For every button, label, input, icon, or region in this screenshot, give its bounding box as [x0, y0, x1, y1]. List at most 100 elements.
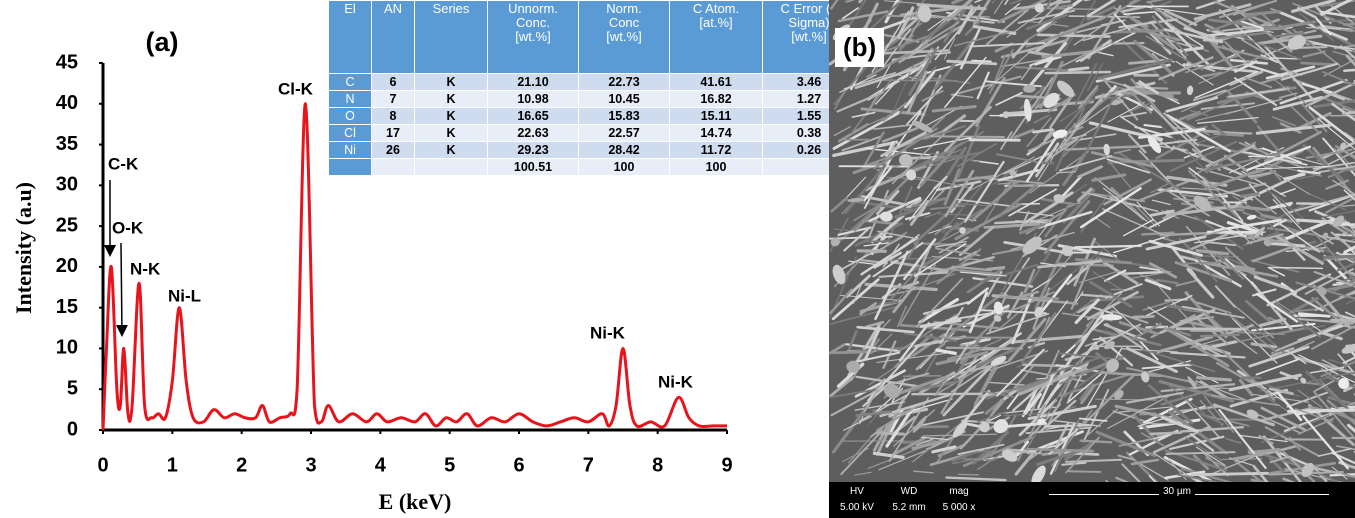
table-row: Cl17K22.6322.5714.740.38 — [329, 125, 856, 142]
sem-fiber — [963, 459, 995, 460]
table-cell: Ni — [329, 142, 372, 159]
table-cell: 16.82 — [670, 91, 763, 108]
table-cell: 22.63 — [488, 125, 579, 142]
sem-fiber — [1075, 246, 1141, 247]
sem-fiber — [1134, 316, 1154, 317]
table-cell: O — [329, 108, 372, 125]
table-cell: 100 — [670, 159, 763, 176]
x-axis-label: E (keV) — [379, 489, 452, 514]
peak-annotation: N-K — [130, 259, 161, 278]
x-tick-label: 5 — [444, 454, 455, 476]
table-cell: Cl — [329, 125, 372, 142]
y-tick-label: 25 — [56, 214, 78, 236]
header-cell: Unnorm. Conc. [wt.%] — [488, 1, 579, 74]
table-cell: 22.57 — [579, 125, 670, 142]
table-cell — [415, 159, 488, 176]
sem-fiber — [960, 345, 979, 346]
table-cell: 41.61 — [670, 74, 763, 91]
y-tick-label: 0 — [67, 418, 78, 440]
sem-fiber — [1027, 449, 1093, 451]
header-cell: AN — [372, 1, 415, 74]
header-cell: Series — [415, 1, 488, 74]
sem-fiber — [1151, 433, 1181, 434]
table-cell: K — [415, 108, 488, 125]
table-cell: C — [329, 74, 372, 91]
y-tick-label: 10 — [56, 337, 78, 359]
x-tick-label: 3 — [305, 454, 316, 476]
table-row: 100.51100100 — [329, 159, 856, 176]
sem-fiber — [1109, 160, 1183, 162]
sem-image — [829, 0, 1355, 482]
table-cell: 26 — [372, 142, 415, 159]
y-tick-label: 40 — [56, 92, 78, 114]
table-cell: K — [415, 91, 488, 108]
table-cell: N — [329, 91, 372, 108]
sem-fiber — [1270, 267, 1323, 268]
peak-annotation: Ni-L — [168, 286, 201, 305]
table-row: O8K16.6515.8315.111.55 — [329, 108, 856, 125]
sem-fiber — [1069, 471, 1101, 472]
sem-fiber — [1300, 47, 1327, 48]
y-tick-label: 15 — [56, 296, 78, 318]
sem-fiber — [833, 352, 868, 353]
table-row: C6K21.1022.7341.613.46 — [329, 74, 856, 91]
sem-fiber — [1332, 320, 1355, 321]
sem-fiber — [1302, 63, 1334, 65]
x-tick-label: 0 — [97, 454, 108, 476]
table-cell: 21.10 — [488, 74, 579, 91]
table-cell: 29.23 — [488, 142, 579, 159]
sem-fiber — [958, 474, 978, 475]
peak-annotation: Cl-K — [278, 79, 314, 98]
table-cell: 10.98 — [488, 91, 579, 108]
table-cell: 8 — [372, 108, 415, 125]
sem-fiber — [1214, 133, 1242, 135]
table-cell: 10.45 — [579, 91, 670, 108]
peak-annotation: C-K — [108, 154, 139, 173]
x-tick-label: 4 — [375, 454, 387, 476]
peak-annotation: Ni-K — [590, 323, 626, 342]
sem-fiber — [1177, 329, 1247, 330]
page: {"chart_data": {"type": "line", "panel_l… — [0, 0, 1355, 518]
header-row: ElANSeriesUnnorm. Conc. [wt.%]Norm. Conc… — [329, 1, 856, 74]
table-cell: 16.65 — [488, 108, 579, 125]
table-row: N7K10.9810.4516.821.27 — [329, 91, 856, 108]
sem-fiber — [1045, 425, 1088, 426]
x-tick-label: 6 — [513, 454, 524, 476]
y-tick-label: 20 — [56, 255, 78, 277]
footer-label: HV — [835, 486, 879, 497]
footer-value: 5.2 mm — [887, 502, 931, 513]
table-cell: 15.11 — [670, 108, 763, 125]
x-tick-label: 2 — [236, 454, 247, 476]
panel-label: (a) — [146, 27, 179, 57]
y-tick-label: 5 — [67, 378, 78, 400]
table-cell: 14.74 — [670, 125, 763, 142]
table-cell: 22.73 — [579, 74, 670, 91]
x-tick-label: 1 — [167, 454, 178, 476]
table-cell — [372, 159, 415, 176]
x-tick-label: 8 — [652, 454, 663, 476]
peak-annotation: Ni-K — [658, 372, 694, 391]
y-axis-label: Intensity (a.u) — [11, 182, 36, 314]
annotation-arrow — [121, 243, 122, 334]
header-cell: Norm. Conc [wt.%] — [579, 1, 670, 74]
footer-label: mag — [937, 486, 981, 497]
table-row: Ni26K29.2328.4211.720.26 — [329, 142, 856, 159]
table-cell: 7 — [372, 91, 415, 108]
footer-value: 5.00 kV — [835, 502, 879, 513]
table-cell: 11.72 — [670, 142, 763, 159]
sem-image-panel: (b) HV5.00 kVWD5.2 mmmag5 000 x30 µm — [829, 0, 1355, 518]
sem-fiber — [1193, 473, 1268, 474]
table-cell: 100 — [579, 159, 670, 176]
x-tick-label: 7 — [583, 454, 594, 476]
y-tick-label: 30 — [56, 174, 78, 196]
y-tick-label: 35 — [56, 133, 78, 155]
footer-value: 5 000 x — [937, 502, 981, 513]
header-cell: C Atom. [at.%] — [670, 1, 763, 74]
header-cell: El — [329, 1, 372, 74]
scale-bar-label: 30 µm — [1159, 486, 1195, 497]
table-cell: K — [415, 142, 488, 159]
footer-label: WD — [887, 486, 931, 497]
y-tick-label: 45 — [56, 51, 78, 73]
table-cell: 17 — [372, 125, 415, 142]
table-cell: 6 — [372, 74, 415, 91]
